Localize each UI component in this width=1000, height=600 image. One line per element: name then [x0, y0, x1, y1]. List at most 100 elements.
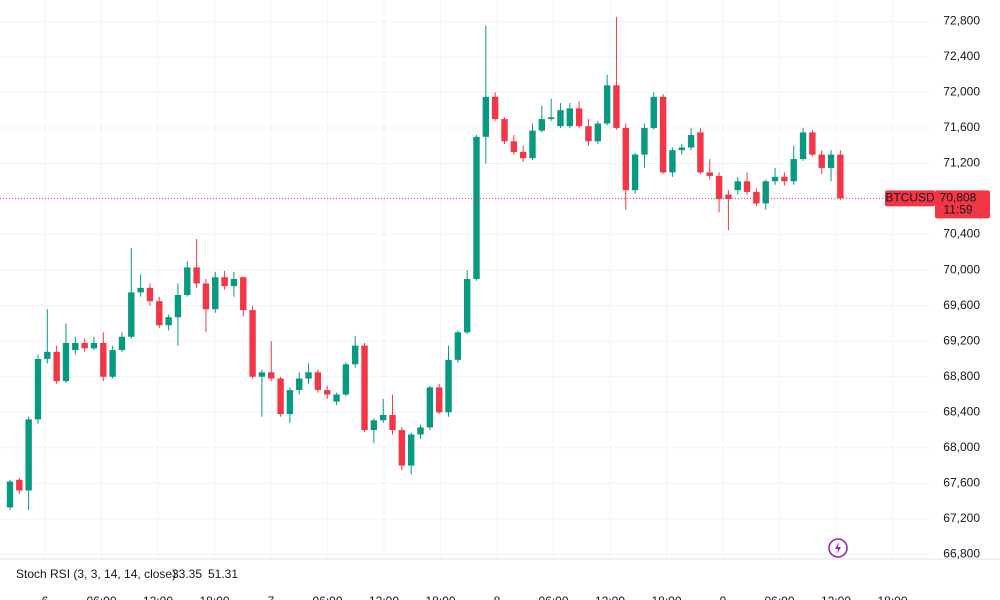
y-tick-label: 70,400 — [943, 227, 980, 241]
candle-body — [398, 430, 406, 466]
candle-body — [678, 147, 685, 151]
candle-body — [62, 342, 70, 382]
candle-body — [538, 119, 546, 131]
candle-body — [594, 123, 601, 142]
candle-body — [90, 342, 98, 349]
x-tick-label: 06:00 — [538, 594, 568, 600]
candle-body — [380, 414, 387, 421]
x-tick-label: 06:00 — [86, 594, 116, 600]
candle-body — [324, 390, 331, 395]
candle-body — [258, 372, 266, 377]
candle-body — [361, 345, 368, 431]
y-tick-label: 72,400 — [943, 49, 980, 63]
y-tick-label: 67,200 — [943, 511, 980, 525]
countdown-label: 11:59 — [943, 202, 972, 216]
candle-body — [146, 287, 154, 302]
candle-body — [743, 181, 751, 192]
x-tick-label: 12:00 — [821, 594, 851, 600]
candle-body — [687, 135, 695, 148]
y-tick-label: 67,600 — [943, 476, 980, 490]
candle-body — [352, 345, 359, 365]
y-tick-label: 66,800 — [943, 547, 980, 561]
x-tick-label: 18:00 — [877, 594, 907, 600]
candle-body — [333, 394, 340, 402]
candle-body — [445, 359, 452, 413]
candle-body — [659, 96, 667, 173]
y-tick-label: 71,600 — [943, 120, 980, 134]
indicator-k: 33.35 — [172, 567, 202, 581]
y-tick-label: 69,600 — [943, 298, 980, 312]
candle-body — [128, 292, 135, 337]
x-tick-label: 18:00 — [651, 594, 681, 600]
last-price-label: 70,808 — [940, 190, 977, 204]
candle-body — [631, 154, 639, 191]
icon-bolt — [835, 542, 841, 554]
candle-body — [837, 154, 844, 199]
x-tick-label: 06:00 — [312, 594, 342, 600]
y-tick-label: 68,800 — [943, 369, 980, 383]
symbol-tag — [885, 190, 935, 207]
candle-body — [370, 420, 378, 431]
candle-body — [342, 364, 350, 395]
plot — [6, 16, 844, 511]
candle-body — [529, 130, 536, 159]
candle-body — [622, 127, 629, 191]
candle-body — [454, 332, 462, 360]
candle-body — [286, 390, 294, 415]
candle-body — [650, 96, 657, 128]
y-tick-label: 72,000 — [943, 85, 980, 99]
candle-body — [53, 351, 60, 382]
assistant-icon[interactable] — [828, 538, 848, 558]
y-tick-label: 68,400 — [943, 404, 980, 418]
symbol-label: BTCUSD — [885, 190, 935, 204]
candle-body — [34, 358, 42, 420]
candle-body — [6, 481, 14, 508]
candle-body — [809, 132, 816, 155]
y-tick-label: 72,800 — [943, 13, 980, 27]
candle-body — [501, 119, 508, 142]
price-tag — [935, 190, 990, 219]
candle-body — [435, 387, 443, 413]
candle-body — [81, 342, 88, 349]
candle-body — [575, 108, 583, 127]
candle-body — [72, 342, 79, 351]
candle-body — [473, 136, 480, 279]
indicator-name: Stoch RSI (3, 3, 14, 14, close) — [16, 567, 176, 581]
candle-body — [174, 294, 182, 318]
candle-body — [156, 301, 163, 326]
candle-body — [706, 172, 713, 176]
candle-body — [109, 350, 116, 377]
x-tick-label: 8 — [494, 594, 501, 600]
candle-body — [725, 194, 732, 200]
candle-body — [715, 175, 723, 200]
candle-body — [100, 342, 107, 377]
candle-body — [491, 96, 499, 120]
candle-body — [790, 159, 797, 182]
candle-body — [314, 372, 322, 391]
candle-body — [510, 141, 518, 152]
candle-body — [482, 96, 490, 137]
candle-body — [426, 387, 434, 428]
y-tick-label: 71,200 — [943, 156, 980, 170]
candle-body — [799, 132, 807, 160]
x-tick-label: 06:00 — [764, 594, 794, 600]
candle-body — [585, 126, 592, 142]
candle-body — [734, 181, 741, 191]
grid — [0, 0, 930, 558]
candle-body — [771, 176, 779, 182]
y-tick-label: 69,200 — [943, 333, 980, 347]
candle-body — [44, 351, 51, 359]
candle-body — [193, 267, 200, 284]
candle-body — [818, 154, 825, 168]
y-tick-label: 68,000 — [943, 440, 980, 454]
candle-body — [221, 277, 228, 287]
candle-body — [547, 117, 555, 120]
x-tick-label: 18:00 — [199, 594, 229, 600]
x-tick-label: 12:00 — [595, 594, 625, 600]
candle-body — [296, 378, 303, 391]
candle-body — [519, 151, 527, 159]
candle-body — [557, 110, 564, 127]
candle-body — [669, 150, 676, 173]
